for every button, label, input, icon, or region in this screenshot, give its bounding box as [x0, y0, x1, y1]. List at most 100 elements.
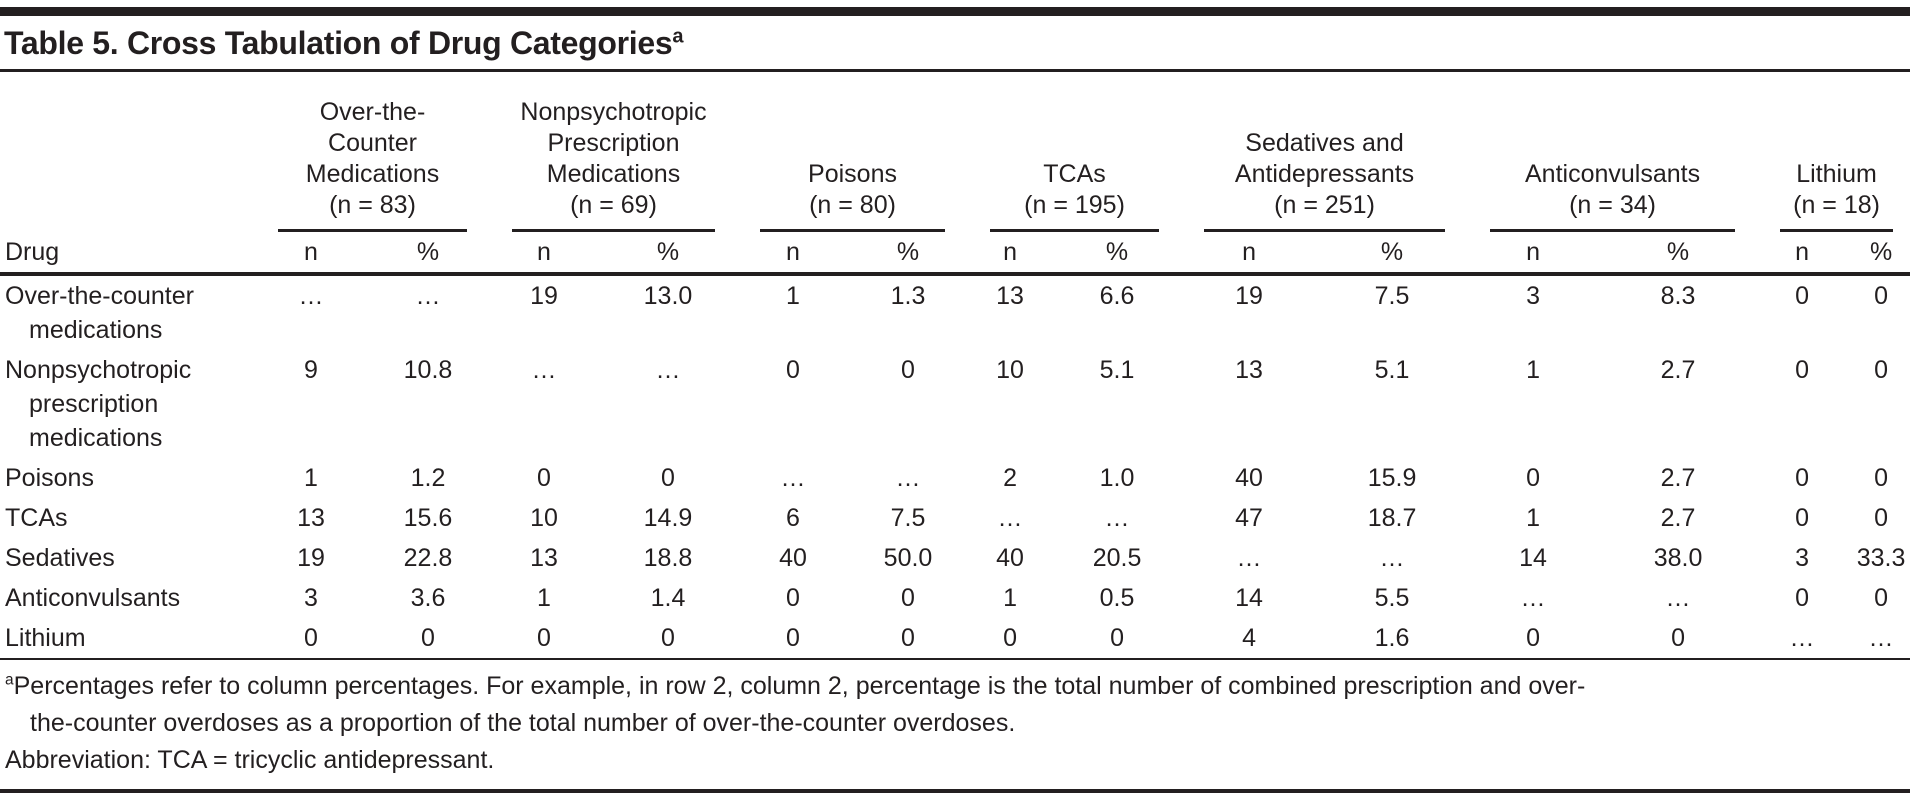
cell-n: 0 — [1795, 584, 1809, 612]
group-n-label: (n = 80) — [809, 191, 896, 219]
footnote-a-line2: the-counter overdoses as a proportion of… — [30, 709, 1016, 737]
cell-n: … — [997, 504, 1023, 532]
cell-pct: 22.8 — [403, 544, 453, 572]
drug-column-header: Drug — [0, 232, 250, 276]
col-header-pct: % — [372, 232, 484, 276]
cell-pct: 50.0 — [883, 544, 933, 572]
cell-pct: … — [1104, 504, 1130, 532]
col-header-pct: % — [1852, 232, 1910, 276]
cell-pct: 5.1 — [1099, 356, 1135, 384]
col-header-n: n — [1462, 232, 1605, 276]
cell-n: 10 — [996, 356, 1024, 384]
cell-pct: 1.6 — [1322, 618, 1463, 660]
cell-pct: 20.5 — [1092, 544, 1142, 572]
table-row-anticonvulsants: Anticonvulsants 3 3.6 1 1.4 0 0 1 0.5 14… — [0, 578, 1910, 618]
cell-n: 1 — [786, 282, 800, 310]
cell-n: 13 — [530, 544, 558, 572]
table-row-otc-medications: Over-the-counter medications … … 19 13.0… — [0, 274, 1910, 350]
cell-n: 3 — [1795, 544, 1809, 572]
group-name-line: Medications — [305, 160, 440, 188]
cell-n: 13 — [996, 282, 1024, 310]
corner-cell — [0, 72, 250, 232]
cell-n: 0 — [1795, 282, 1809, 310]
column-group-sedatives: Sedatives and Antidepressants (n = 251) — [1204, 128, 1446, 232]
cell-n: 1 — [1526, 504, 1540, 532]
group-n-label: (n = 195) — [1024, 191, 1125, 219]
col-header-n: n — [250, 232, 372, 276]
cell-n: 2 — [1003, 464, 1017, 492]
subheader-row: Drug n % n % n % n % n % n % n % — [0, 232, 1910, 276]
table-row-poisons: Poisons 1 1.2 0 0 … … 2 1.0 40 15.9 0 2.… — [0, 458, 1910, 498]
column-group-header-tcas: TCAs (n = 195) — [962, 72, 1176, 232]
cell-pct: 0 — [661, 464, 675, 492]
cell-pct: … — [1852, 618, 1910, 660]
group-name-line: Prescription — [547, 129, 680, 157]
row-label: Over-the-counter medications — [0, 274, 250, 350]
col-header-pct: % — [854, 232, 963, 276]
cell-pct: 0 — [901, 356, 915, 384]
cell-n: 40 — [996, 544, 1024, 572]
group-name-line: Antidepressants — [1234, 160, 1415, 188]
cell-n: 0 — [250, 618, 372, 660]
cross-tabulation-table: Over-the- Counter Medications (n = 83) N… — [0, 72, 1910, 660]
cell-pct: 15.6 — [403, 504, 453, 532]
row-label-line: Anticonvulsants — [5, 584, 181, 612]
cell-n: 13 — [297, 504, 325, 532]
group-name-line: Lithium — [1796, 160, 1877, 188]
column-group-lithium: Lithium (n = 18) — [1780, 159, 1894, 232]
cell-n: 0 — [1795, 464, 1809, 492]
cell-n: … — [1520, 584, 1546, 612]
cell-pct: 7.5 — [890, 504, 926, 532]
group-name-line: Over-the- — [319, 98, 426, 126]
cell-pct: … — [415, 282, 441, 310]
cell-pct: 6.6 — [1099, 282, 1135, 310]
row-label: Nonpsychotropic prescription medications — [0, 350, 250, 458]
footnote-abbreviation: Abbreviation: TCA = tricyclic antidepres… — [5, 746, 495, 774]
cell-n: 40 — [1235, 464, 1263, 492]
column-group-poisons: Poisons (n = 80) — [760, 159, 946, 232]
row-label-line: medications — [29, 424, 163, 452]
group-name-line: Anticonvulsants — [1524, 160, 1701, 188]
cell-n: 4 — [1176, 618, 1323, 660]
cell-n: 1 — [1003, 584, 1017, 612]
cell-n: 14 — [1519, 544, 1547, 572]
group-name-line: TCAs — [1043, 160, 1106, 188]
row-label-line: Over-the-counter — [5, 282, 194, 310]
cell-n: 10 — [530, 504, 558, 532]
footnote-marker: a — [5, 671, 14, 689]
cell-pct: 18.8 — [643, 544, 693, 572]
cell-pct: 0 — [1874, 504, 1888, 532]
cell-pct: 0 — [1874, 356, 1888, 384]
row-label-line: medications — [29, 316, 163, 344]
cell-pct: 0 — [604, 618, 732, 660]
cell-pct: 10.8 — [403, 356, 453, 384]
col-header-pct: % — [1604, 232, 1753, 276]
cell-pct: 33.3 — [1856, 544, 1906, 572]
col-header-pct: % — [1058, 232, 1177, 276]
cell-pct: … — [1379, 544, 1405, 572]
cell-pct: 18.7 — [1367, 504, 1417, 532]
column-group-header-nonpsychotropic: Nonpsychotropic Prescription Medications… — [484, 72, 732, 232]
cell-n: … — [1236, 544, 1262, 572]
cell-n: 0 — [1462, 618, 1605, 660]
cell-n: 3 — [304, 584, 318, 612]
cell-pct: 7.5 — [1374, 282, 1410, 310]
table-footnotes: aPercentages refer to column percentages… — [0, 660, 1910, 788]
cell-pct: … — [895, 464, 921, 492]
cell-pct: 1.4 — [650, 584, 686, 612]
table-row-nonpsychotropic: Nonpsychotropic prescription medications… — [0, 350, 1910, 458]
col-header-n: n — [732, 232, 854, 276]
group-n-label: (n = 34) — [1569, 191, 1656, 219]
table-title-text: Table 5. Cross Tabulation of Drug Catego… — [4, 25, 673, 61]
row-label-line: prescription — [29, 390, 159, 418]
cell-pct: 0 — [1874, 464, 1888, 492]
cell-n: … — [780, 464, 806, 492]
cell-n: 13 — [1235, 356, 1263, 384]
cell-pct: 0 — [372, 618, 484, 660]
cell-n: 14 — [1235, 584, 1263, 612]
cell-pct: 5.5 — [1374, 584, 1410, 612]
column-group-row: Over-the- Counter Medications (n = 83) N… — [0, 72, 1910, 232]
column-group-anticonvulsants: Anticonvulsants (n = 34) — [1490, 159, 1736, 232]
table-row-sedatives: Sedatives 19 22.8 13 18.8 40 50.0 40 20.… — [0, 538, 1910, 578]
row-label-line: Poisons — [5, 464, 94, 492]
